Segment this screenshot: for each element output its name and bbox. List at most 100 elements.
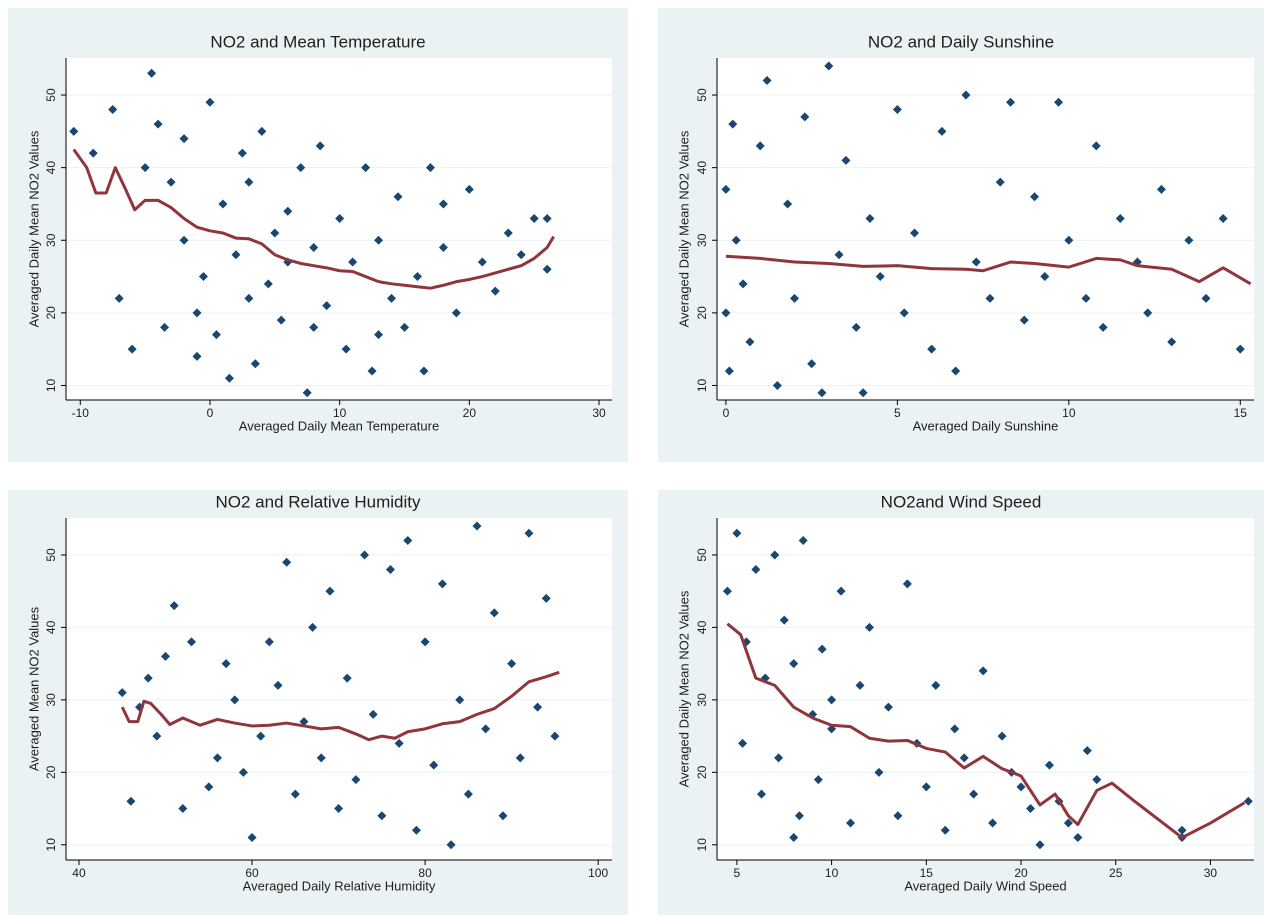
point — [114, 293, 124, 303]
point — [270, 228, 280, 238]
point — [770, 550, 780, 560]
y-tick-label: 40 — [695, 161, 709, 175]
x-tick-label: 0 — [723, 406, 730, 420]
point — [161, 651, 171, 661]
point — [813, 775, 823, 785]
y-tick-label: 10 — [44, 838, 58, 852]
point — [751, 564, 761, 574]
point — [757, 789, 767, 799]
plot-area — [717, 518, 1254, 860]
point — [204, 782, 214, 792]
y-tick-label: 40 — [695, 620, 709, 634]
y-tick-label: 20 — [695, 765, 709, 779]
point — [316, 753, 326, 763]
point — [524, 528, 534, 538]
point — [309, 322, 319, 332]
x-tick-label: 15 — [1234, 406, 1248, 420]
point — [419, 366, 429, 376]
point — [515, 753, 525, 763]
x-tick-label: 20 — [1014, 866, 1028, 880]
point — [308, 622, 318, 632]
point — [334, 804, 344, 814]
point — [902, 579, 912, 589]
y-tick-label: 10 — [695, 838, 709, 852]
point — [198, 272, 208, 282]
point — [498, 811, 508, 821]
point — [921, 782, 931, 792]
point — [179, 235, 189, 245]
x-axis-title: Averaged Daily Sunshine — [913, 418, 1059, 433]
y-tick-label: 30 — [695, 693, 709, 707]
point — [387, 293, 397, 303]
point — [800, 112, 810, 122]
point — [412, 272, 422, 282]
y-tick-label: 20 — [44, 306, 58, 320]
point — [893, 811, 903, 821]
x-tick-label: 30 — [1204, 866, 1218, 880]
point — [798, 535, 808, 545]
y-tick-label: 50 — [695, 548, 709, 562]
point — [937, 126, 947, 136]
point — [997, 731, 1007, 741]
point — [789, 659, 799, 669]
x-tick-label: 20 — [463, 406, 477, 420]
point — [276, 315, 286, 325]
point — [927, 344, 937, 354]
point — [1235, 344, 1245, 354]
point — [940, 825, 950, 835]
y-axis-title: Averaged Mean NO2 Values — [26, 606, 41, 771]
point — [374, 330, 384, 340]
point — [817, 644, 827, 654]
y-tick-label: 50 — [695, 88, 709, 102]
x-tick-label: 30 — [592, 406, 606, 420]
point — [1064, 235, 1074, 245]
point — [477, 257, 487, 267]
point — [533, 702, 543, 712]
point — [221, 659, 231, 669]
point — [290, 789, 300, 799]
point — [411, 825, 421, 835]
point — [772, 380, 782, 390]
point — [836, 586, 846, 596]
point — [1044, 760, 1054, 770]
point — [1115, 213, 1125, 223]
point — [152, 731, 162, 741]
x-tick-label: 100 — [588, 866, 608, 880]
point — [302, 388, 312, 398]
point — [722, 586, 732, 596]
point — [403, 535, 413, 545]
point — [1156, 184, 1166, 194]
point — [322, 301, 332, 311]
point — [374, 235, 384, 245]
point — [315, 141, 325, 151]
point — [783, 199, 793, 209]
point — [1167, 337, 1177, 347]
point — [874, 767, 884, 777]
smooth-line — [120, 670, 560, 742]
point — [377, 811, 387, 821]
point — [789, 293, 799, 303]
point — [738, 738, 748, 748]
x-axis-title: Averaged Daily Mean Temperature — [239, 418, 439, 433]
point — [855, 680, 865, 690]
x-tick-label: -10 — [72, 406, 90, 420]
point — [1177, 825, 1187, 835]
point — [420, 637, 430, 647]
point — [789, 833, 799, 843]
point — [892, 105, 902, 115]
plot-area — [66, 58, 612, 400]
point — [951, 366, 961, 376]
point — [179, 134, 189, 144]
point — [108, 105, 118, 115]
point — [490, 286, 500, 296]
y-axis-title: Averaged Daily Mean NO2 Values — [676, 130, 691, 327]
point — [529, 213, 539, 223]
x-tick-label: 15 — [920, 866, 934, 880]
point — [971, 257, 981, 267]
point — [212, 753, 222, 763]
point — [507, 659, 517, 669]
x-tick-label: 10 — [1062, 406, 1076, 420]
point — [192, 308, 202, 318]
y-tick-label: 10 — [44, 378, 58, 392]
